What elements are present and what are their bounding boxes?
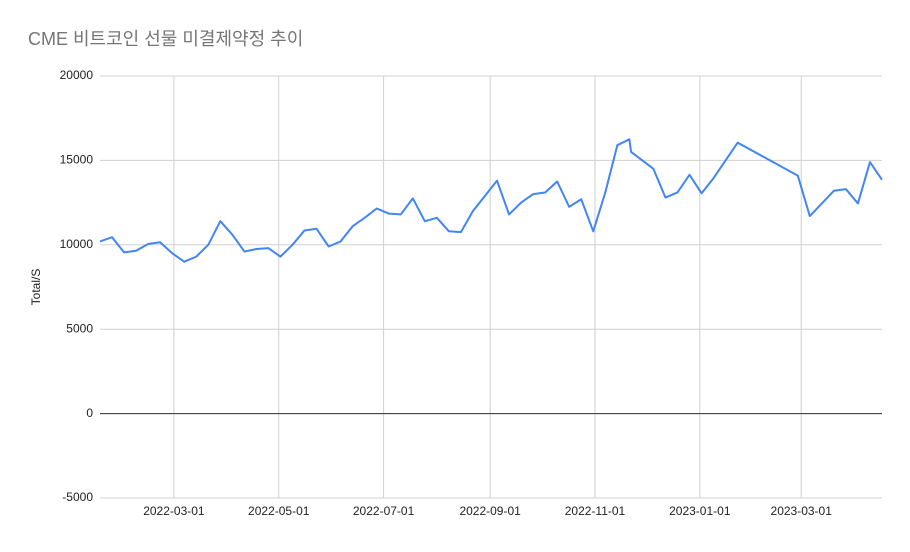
x-tick-label: 2022-07-01 [353,504,415,518]
y-tick-label: -5000 [62,490,93,504]
y-tick-label: 20000 [60,68,94,82]
x-tick-label: 2023-01-01 [669,504,731,518]
y-axis-title: Total/S [29,269,43,306]
chart-title: CME 비트코인 선물 미결제약정 추이 [28,29,303,49]
x-tick-label: 2022-05-01 [248,504,310,518]
y-tick-label: 15000 [60,153,94,167]
y-tick-label: 5000 [66,321,93,335]
x-tick-label: 2022-11-01 [565,504,626,518]
y-tick-label: 10000 [60,237,94,251]
data-line [99,138,883,263]
x-tick-label: 2023-03-01 [771,504,833,518]
x-tick-label: 2022-03-01 [143,504,205,518]
x-tick-label: 2022-09-01 [459,504,521,518]
y-tick-label: 0 [86,406,93,420]
